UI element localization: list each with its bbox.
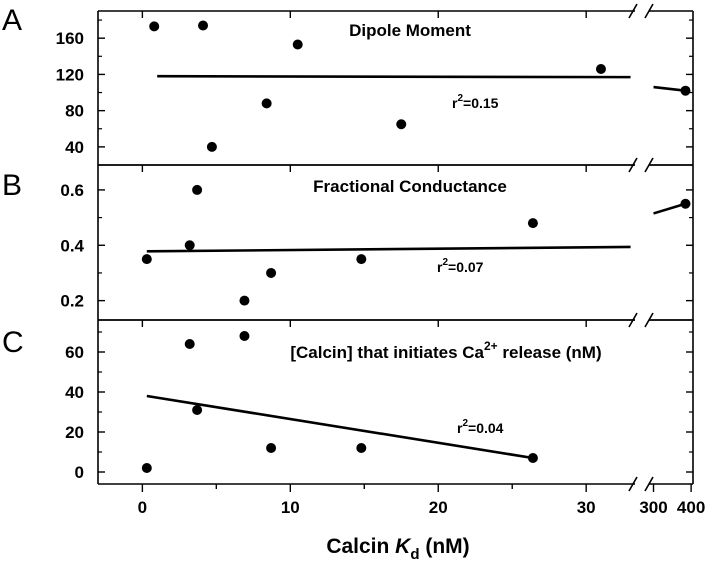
data-point [184,240,195,251]
y-tick-label: 40 [65,383,84,402]
r-squared-r: r [457,420,463,436]
axis-break-mark [644,157,654,173]
r-squared-r: r [437,259,443,275]
y-tick-label: 80 [65,102,84,121]
panel-letter: C [2,326,24,359]
data-point [266,267,277,278]
y-tick-label: 40 [65,138,84,157]
fit-line-right [653,85,686,93]
axis-ticks [98,11,693,492]
data-point [184,339,195,349]
panel-letter: B [2,169,22,202]
panel-title: Fractional Conductance [313,177,507,196]
data-point [680,198,691,209]
r-squared-value: =0.15 [463,95,499,111]
x-tick-label: 20 [429,498,448,517]
x-axis-title-k: K [395,535,412,558]
fit-line-left [157,74,631,79]
y-tick-label: 0 [75,463,84,482]
y-tick-label: 60 [65,343,84,362]
data-point [192,405,203,415]
r-squared-label: r2=0.07 [437,257,484,275]
r-squared-value: =0.07 [448,259,484,275]
y-tick-label: 0.4 [60,236,84,255]
r-squared-exponent: 2 [462,418,468,429]
fit-line-right [653,202,686,215]
fit-lines [146,74,686,460]
r-squared-label: r2=0.15 [452,93,499,111]
data-point [680,85,691,96]
data-point [527,453,538,463]
data-point [239,295,250,306]
data-point [356,254,367,265]
fit-line-left [146,245,631,253]
r-squared-exponent: 2 [457,93,463,104]
fit-line-left [146,394,534,460]
data-point [192,184,203,195]
x-tick-label: 0 [138,498,147,517]
axis-break-mark [644,476,654,492]
data-point [206,141,217,152]
y-tick-label: 0.2 [60,292,84,311]
r-squared-label: r2=0.04 [457,418,504,436]
x-tick-label: 300 [639,498,667,517]
x-tick-label: 400 [677,498,705,517]
axis-break-mark [644,312,654,328]
data-point [141,463,152,473]
r-squared-value: =0.04 [468,420,504,436]
data-point [149,21,160,32]
data-point [141,254,152,265]
data-points [141,20,691,473]
data-point [266,443,277,453]
y-tick-label: 0.6 [60,181,84,200]
x-tick-label: 10 [281,498,300,517]
axis-break-mark [644,3,654,19]
axis-break-mark [628,157,638,173]
data-point [356,443,367,453]
x-axis-title-main: Calcin [326,535,395,558]
y-tick-label: 120 [56,65,84,84]
x-axis-title-subscript: d [410,546,419,561]
y-tick-label: 20 [65,423,84,442]
panel-title-rest: release (nM) [498,343,602,362]
axis-break-mark [628,476,638,492]
x-axis-title: Calcin Kd (nM) [326,535,469,561]
y-tick-label: 160 [56,29,84,48]
data-point [527,218,538,229]
plot-frames [97,3,694,492]
data-point [261,98,272,109]
axis-break-mark [628,312,638,328]
data-point [198,20,209,31]
data-point [239,331,250,341]
panel-title: [Calcin] that initiates Ca2+ release (nM… [290,339,601,362]
data-point [396,119,407,130]
x-tick-label: 30 [577,498,596,517]
panel-letter: A [2,4,22,37]
r-squared-exponent: 2 [442,257,448,268]
data-point [292,39,303,50]
axis-break-mark [628,3,638,19]
panel-title-main: [Calcin] that initiates Ca [290,343,484,362]
data-point [595,63,606,74]
panel-title: Dipole Moment [349,21,471,40]
r-squared-r: r [452,95,458,111]
panel-title-superscript: 2+ [484,339,498,353]
x-axis-title-unit: (nM) [420,535,470,558]
